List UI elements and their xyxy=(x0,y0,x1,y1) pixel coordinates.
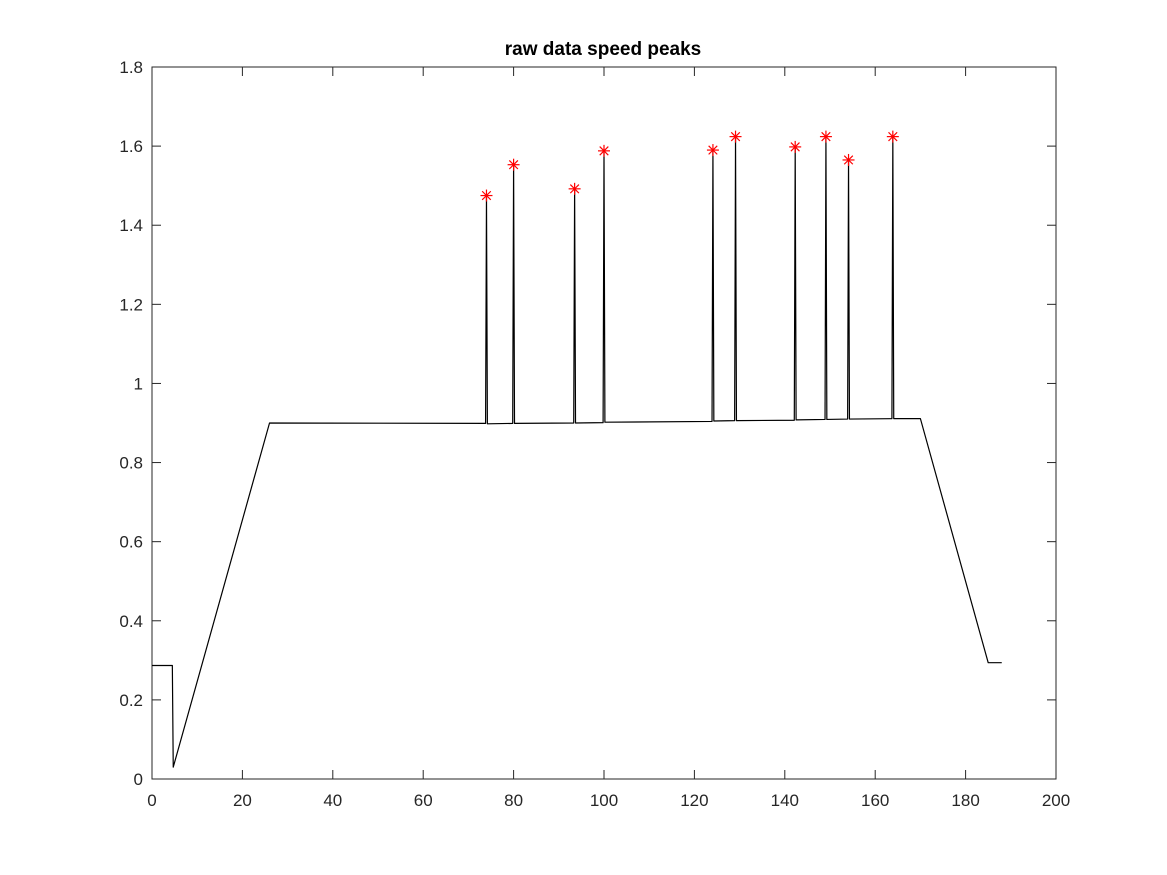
peak-marker-stroke xyxy=(730,131,741,142)
x-tick-label: 200 xyxy=(1042,791,1070,810)
peak-marker-stroke xyxy=(481,190,492,201)
x-tick-label: 100 xyxy=(590,791,618,810)
y-tick-label: 0.2 xyxy=(119,691,143,710)
y-tick-label: 1.6 xyxy=(119,137,143,156)
peak-marker xyxy=(706,144,719,157)
peak-marker-stroke xyxy=(708,145,718,155)
peak-marker xyxy=(729,130,742,143)
peak-markers xyxy=(480,130,899,202)
speed-series-line xyxy=(152,136,1002,768)
x-tick-label: 20 xyxy=(233,791,252,810)
peak-marker-stroke xyxy=(843,155,854,165)
peak-marker xyxy=(819,130,832,143)
x-tick-label: 80 xyxy=(504,791,523,810)
peak-marker-stroke xyxy=(508,159,519,170)
peak-marker xyxy=(598,144,610,157)
chart-title: raw data speed peaks xyxy=(505,39,701,60)
y-tick-label: 0.6 xyxy=(119,533,143,552)
axis-ticks xyxy=(151,66,1057,780)
y-tick-label: 0 xyxy=(134,770,143,789)
peak-marker xyxy=(789,140,802,153)
x-tick-label: 60 xyxy=(414,791,433,810)
x-tick-label: 180 xyxy=(951,791,979,810)
peak-marker xyxy=(568,182,581,195)
y-tick-label: 1.8 xyxy=(119,58,143,77)
x-tick-label: 160 xyxy=(861,791,889,810)
x-tick-label: 140 xyxy=(771,791,799,810)
x-tick-label: 40 xyxy=(323,791,342,810)
y-tick-label: 0.8 xyxy=(119,454,143,473)
x-tick-label: 0 xyxy=(147,791,156,810)
y-tick-label: 0.4 xyxy=(119,612,143,631)
peak-marker-stroke xyxy=(599,146,609,156)
x-tick-label: 120 xyxy=(680,791,708,810)
series-layer xyxy=(152,136,1002,768)
peak-marker xyxy=(480,189,493,202)
y-tick-label: 1 xyxy=(134,374,143,393)
peak-marker xyxy=(886,130,899,143)
peak-marker xyxy=(507,158,520,171)
peak-marker xyxy=(842,153,855,166)
peak-marker-stroke xyxy=(888,131,898,142)
y-tick-label: 1.2 xyxy=(119,295,143,314)
peak-marker-stroke xyxy=(821,131,831,142)
peak-marker-stroke xyxy=(569,184,580,194)
peak-marker-stroke xyxy=(790,142,800,152)
y-tick-label: 1.4 xyxy=(119,216,143,235)
axis-tick-labels: 0 20 40 60 80 100 120 140 160 180 200 0 0.2 0.4 0.6 0.8… xyxy=(119,58,1070,810)
